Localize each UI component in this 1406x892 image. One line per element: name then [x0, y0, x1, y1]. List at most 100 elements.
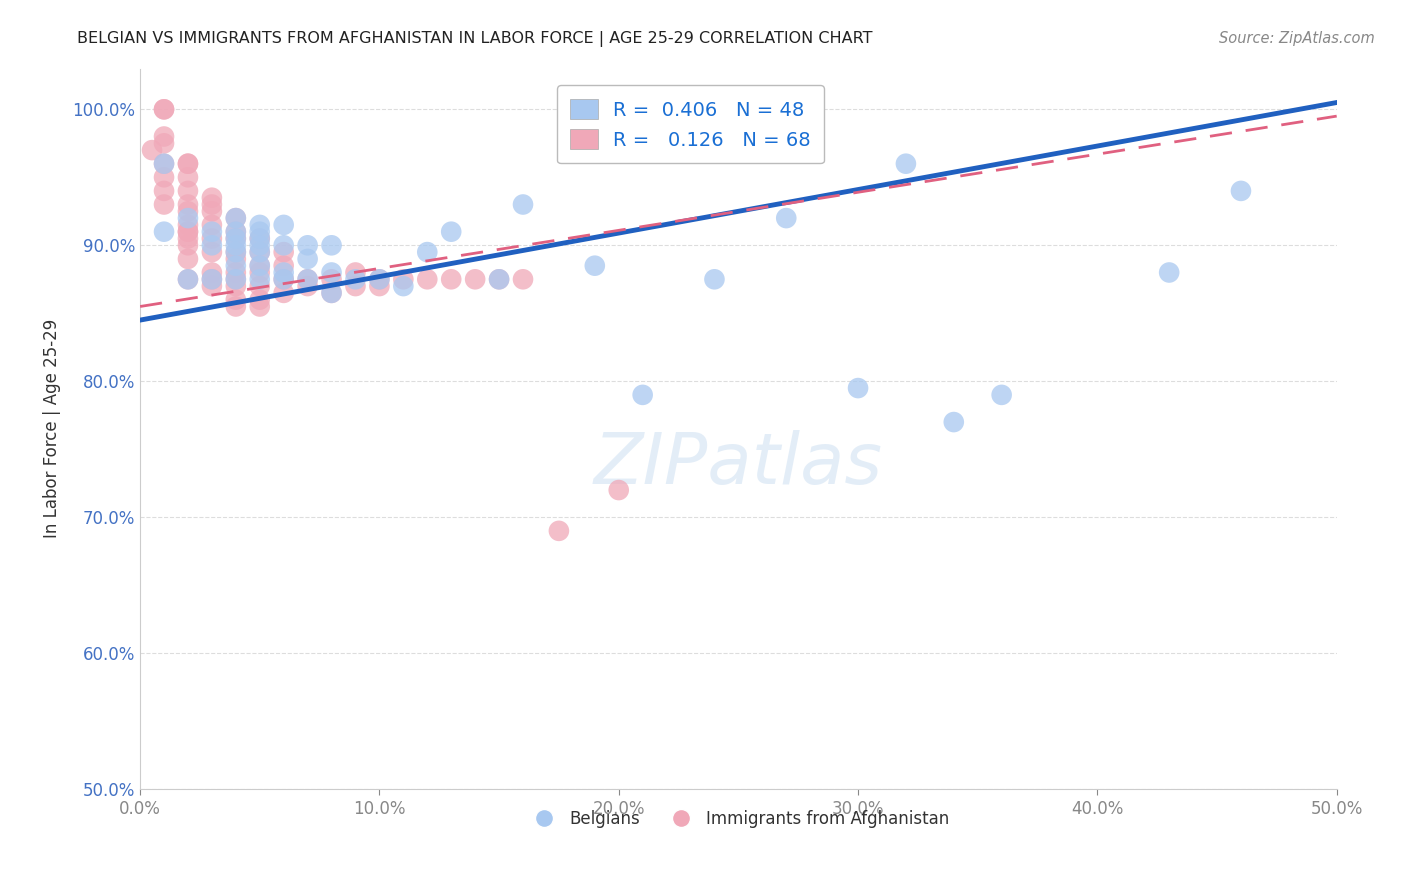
- Point: [177, 272, 200, 286]
- Point: [177, 157, 200, 171]
- Point: [153, 170, 176, 185]
- Point: [249, 225, 271, 239]
- Point: [894, 157, 917, 171]
- Point: [153, 136, 176, 151]
- Point: [273, 272, 295, 286]
- Point: [249, 272, 271, 286]
- Point: [225, 245, 247, 260]
- Point: [321, 272, 343, 286]
- Point: [273, 285, 295, 300]
- Point: [846, 381, 869, 395]
- Point: [512, 197, 534, 211]
- Point: [153, 103, 176, 117]
- Point: [488, 272, 510, 286]
- Point: [177, 225, 200, 239]
- Legend: Belgians, Immigrants from Afghanistan: Belgians, Immigrants from Afghanistan: [520, 804, 956, 835]
- Point: [177, 252, 200, 266]
- Point: [225, 225, 247, 239]
- Point: [273, 272, 295, 286]
- Point: [297, 279, 319, 293]
- Point: [201, 272, 224, 286]
- Point: [775, 211, 797, 226]
- Point: [273, 245, 295, 260]
- Point: [177, 170, 200, 185]
- Point: [201, 197, 224, 211]
- Point: [249, 300, 271, 314]
- Point: [201, 225, 224, 239]
- Point: [273, 259, 295, 273]
- Point: [177, 211, 200, 226]
- Point: [225, 272, 247, 286]
- Point: [225, 211, 247, 226]
- Point: [141, 143, 163, 157]
- Point: [297, 272, 319, 286]
- Point: [153, 157, 176, 171]
- Point: [321, 285, 343, 300]
- Point: [225, 211, 247, 226]
- Point: [249, 231, 271, 245]
- Point: [368, 272, 391, 286]
- Point: [225, 259, 247, 273]
- Point: [392, 272, 415, 286]
- Point: [201, 245, 224, 260]
- Point: [416, 245, 439, 260]
- Point: [201, 238, 224, 252]
- Point: [249, 259, 271, 273]
- Point: [177, 204, 200, 219]
- Point: [464, 272, 486, 286]
- Point: [607, 483, 630, 497]
- Point: [225, 225, 247, 239]
- Point: [225, 231, 247, 245]
- Point: [703, 272, 725, 286]
- Point: [297, 272, 319, 286]
- Point: [548, 524, 571, 538]
- Point: [225, 245, 247, 260]
- Point: [201, 272, 224, 286]
- Point: [177, 231, 200, 245]
- Point: [440, 272, 463, 286]
- Point: [416, 272, 439, 286]
- Point: [177, 197, 200, 211]
- Point: [249, 231, 271, 245]
- Point: [344, 279, 367, 293]
- Text: BELGIAN VS IMMIGRANTS FROM AFGHANISTAN IN LABOR FORCE | AGE 25-29 CORRELATION CH: BELGIAN VS IMMIGRANTS FROM AFGHANISTAN I…: [77, 31, 873, 47]
- Point: [297, 238, 319, 252]
- Point: [225, 231, 247, 245]
- Point: [177, 272, 200, 286]
- Point: [225, 238, 247, 252]
- Point: [177, 184, 200, 198]
- Point: [583, 259, 606, 273]
- Point: [177, 225, 200, 239]
- Point: [297, 252, 319, 266]
- Point: [177, 157, 200, 171]
- Point: [201, 191, 224, 205]
- Point: [201, 279, 224, 293]
- Point: [1230, 184, 1253, 198]
- Point: [177, 218, 200, 232]
- Text: Source: ZipAtlas.com: Source: ZipAtlas.com: [1219, 31, 1375, 46]
- Point: [153, 129, 176, 144]
- Point: [249, 265, 271, 279]
- Point: [273, 265, 295, 279]
- Point: [249, 293, 271, 307]
- Point: [488, 272, 510, 286]
- Point: [225, 252, 247, 266]
- Point: [273, 218, 295, 232]
- Point: [344, 265, 367, 279]
- Point: [440, 225, 463, 239]
- Point: [990, 388, 1012, 402]
- Point: [249, 238, 271, 252]
- Point: [153, 225, 176, 239]
- Point: [392, 279, 415, 293]
- Point: [225, 293, 247, 307]
- Point: [225, 279, 247, 293]
- Point: [153, 157, 176, 171]
- Text: ZIPatlas: ZIPatlas: [593, 431, 883, 500]
- Point: [201, 231, 224, 245]
- Point: [1159, 265, 1181, 279]
- Point: [177, 238, 200, 252]
- Y-axis label: In Labor Force | Age 25-29: In Labor Force | Age 25-29: [44, 319, 60, 539]
- Point: [153, 184, 176, 198]
- Point: [512, 272, 534, 286]
- Point: [153, 103, 176, 117]
